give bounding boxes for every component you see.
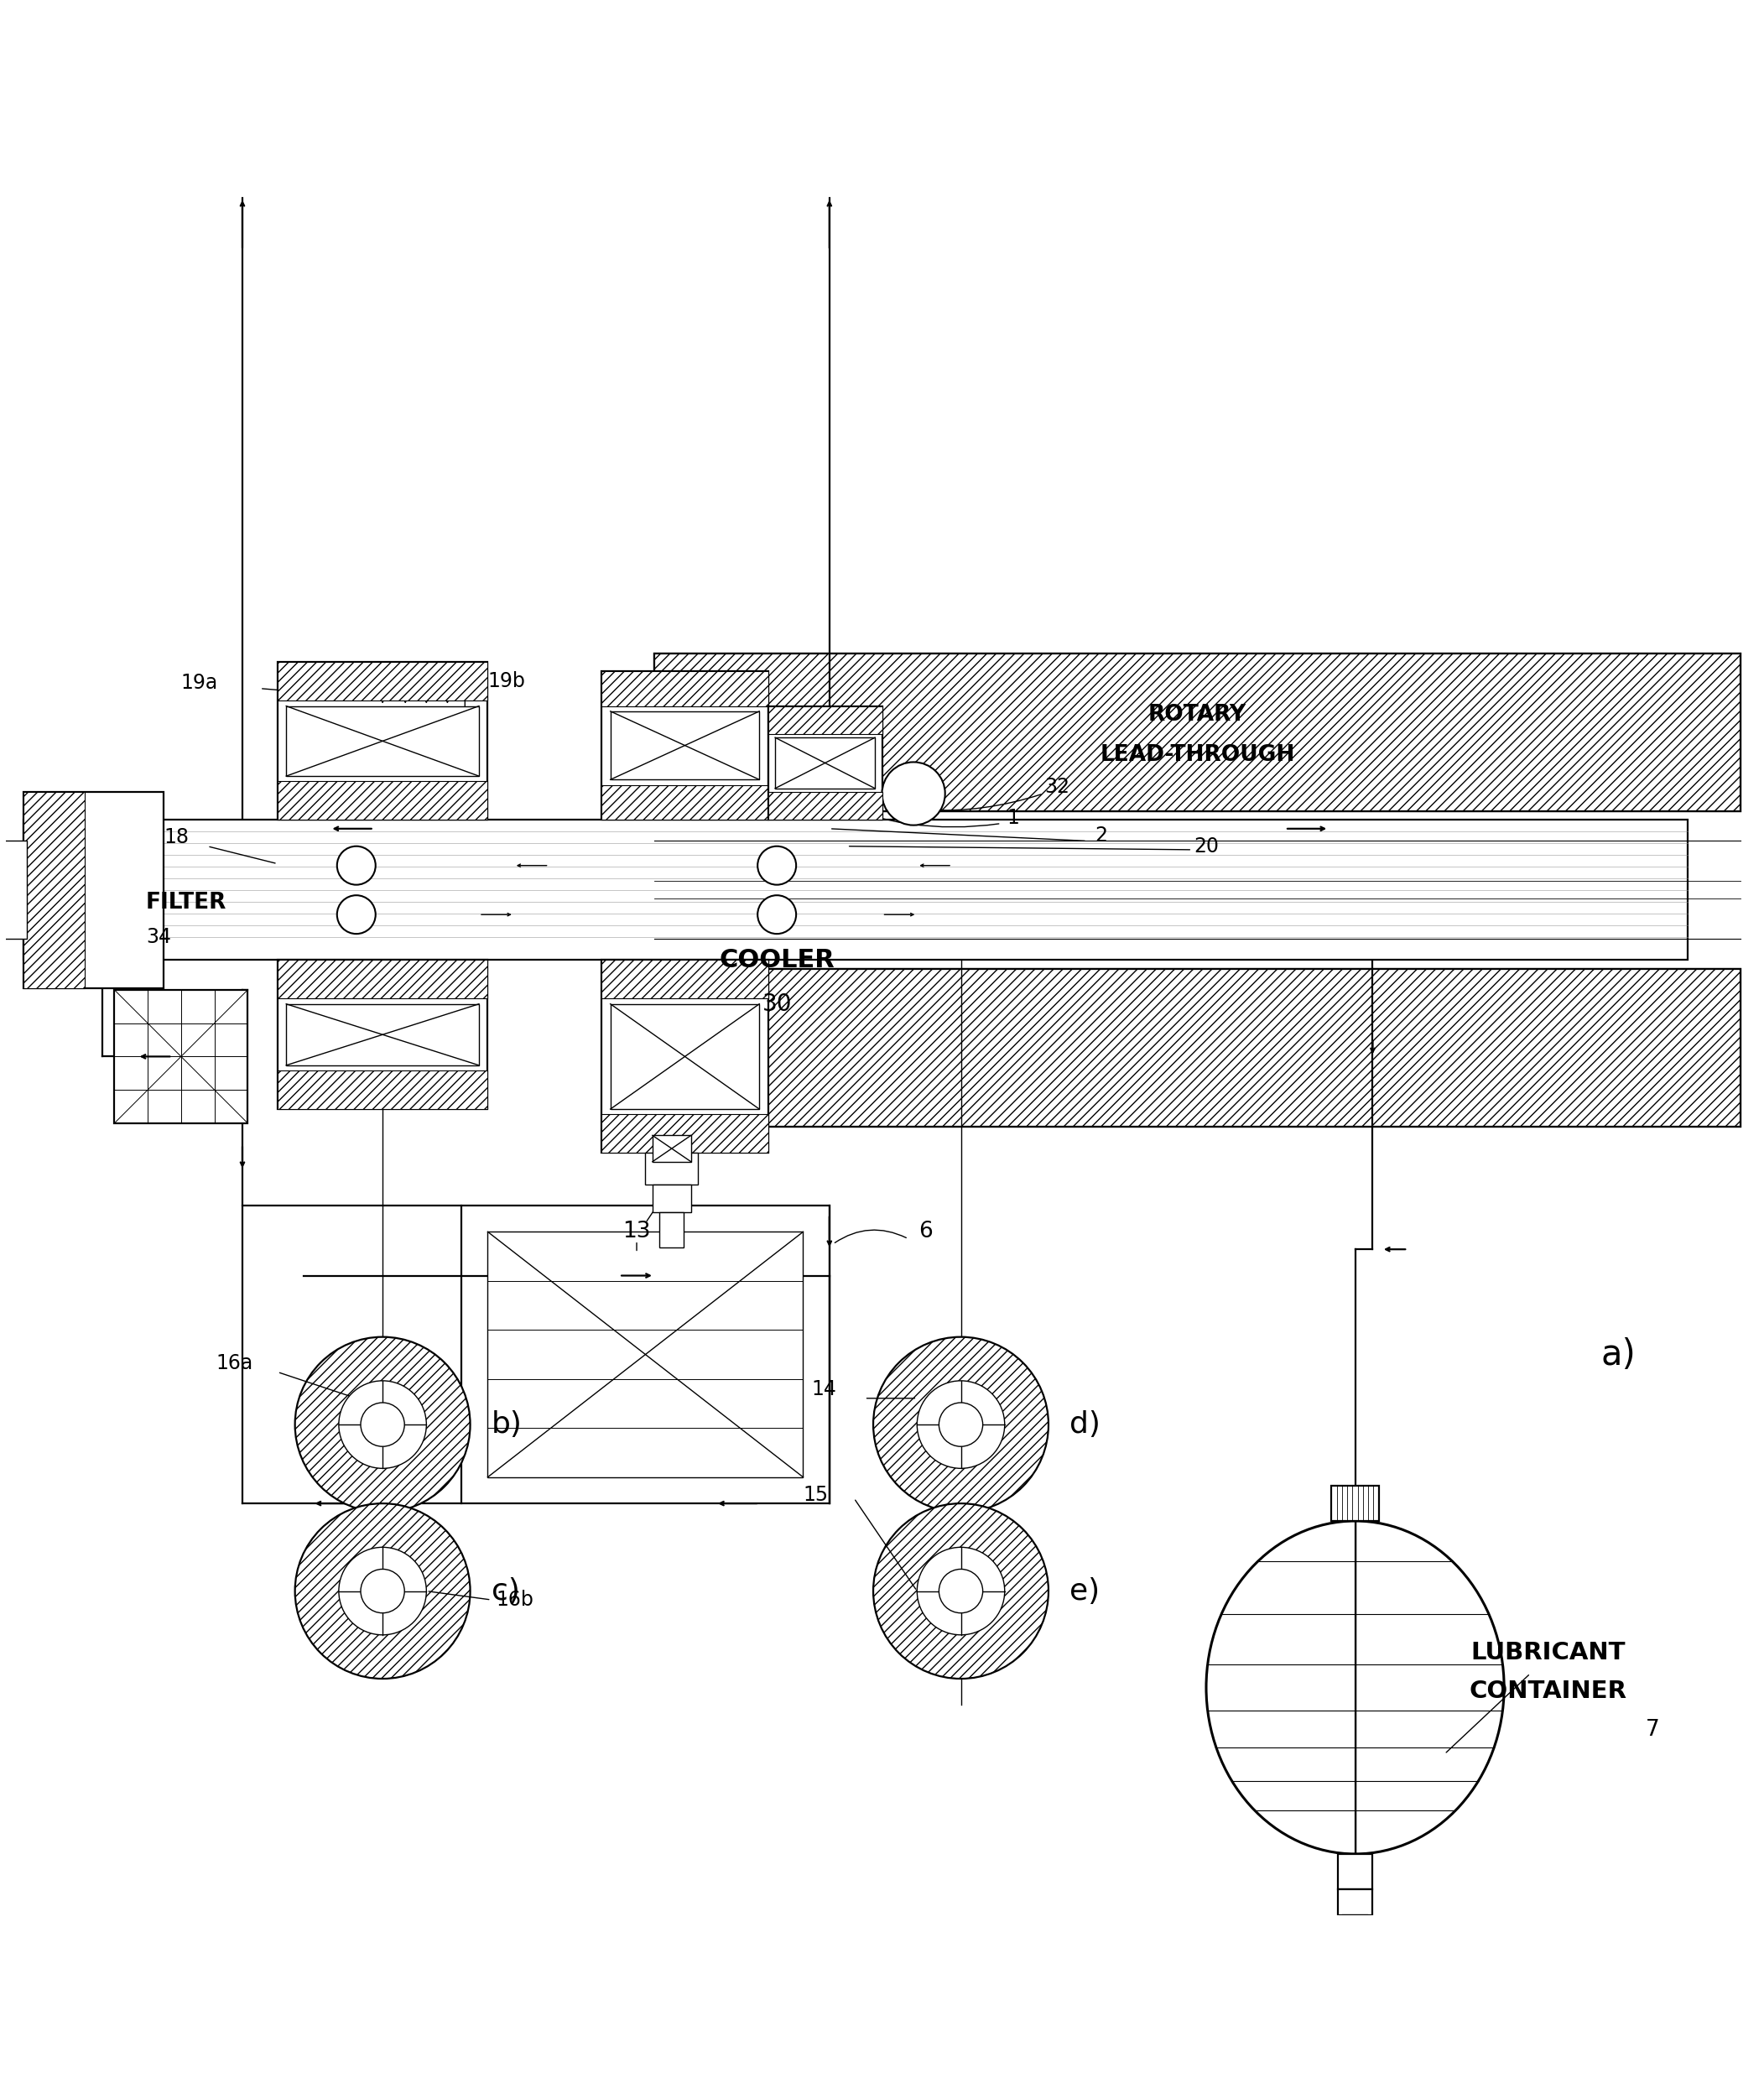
Bar	[654, 968, 1741, 1126]
Text: c): c)	[490, 1577, 520, 1606]
Circle shape	[337, 846, 376, 885]
Circle shape	[757, 896, 796, 933]
Circle shape	[339, 1380, 427, 1469]
Text: 2: 2	[1095, 825, 1108, 846]
Bar	[767, 792, 882, 821]
Bar	[277, 781, 487, 821]
Circle shape	[360, 1569, 404, 1613]
Bar	[653, 1184, 691, 1211]
Bar	[277, 663, 487, 821]
Bar	[610, 711, 759, 779]
Bar	[602, 960, 767, 1153]
Bar	[646, 1153, 699, 1184]
Circle shape	[938, 1403, 983, 1446]
Bar	[0, 842, 26, 939]
Circle shape	[938, 1569, 983, 1613]
Circle shape	[295, 1336, 471, 1513]
Bar	[23, 792, 85, 989]
Text: 13: 13	[623, 1222, 651, 1243]
Text: 1: 1	[1007, 808, 1020, 829]
Bar	[774, 738, 875, 788]
Bar	[1337, 1889, 1372, 1916]
Text: a): a)	[1600, 1336, 1635, 1371]
Bar	[654, 652, 1741, 810]
Circle shape	[337, 896, 376, 933]
Circle shape	[339, 1548, 427, 1635]
Bar	[462, 1205, 829, 1504]
Bar	[23, 792, 164, 989]
Bar	[487, 1232, 803, 1477]
Bar	[286, 1004, 480, 1066]
Circle shape	[873, 1336, 1048, 1513]
Text: e): e)	[1069, 1577, 1099, 1606]
Text: 30: 30	[762, 991, 792, 1016]
Text: 18: 18	[164, 827, 189, 848]
Bar	[115, 989, 247, 1122]
Circle shape	[757, 846, 796, 885]
Bar	[277, 960, 487, 1110]
Bar	[610, 1004, 759, 1110]
Text: 20: 20	[1194, 835, 1219, 856]
Bar	[654, 652, 1741, 810]
Bar	[767, 707, 882, 734]
Bar	[277, 960, 487, 1000]
Text: 19b: 19b	[487, 671, 526, 692]
Bar	[653, 1135, 691, 1162]
Text: b): b)	[490, 1411, 522, 1438]
Text: COOLER: COOLER	[720, 948, 834, 973]
Circle shape	[873, 1504, 1048, 1679]
Bar	[286, 707, 480, 775]
Bar	[1332, 1486, 1379, 1521]
Text: 16a: 16a	[217, 1353, 254, 1374]
Text: 34: 34	[146, 927, 171, 948]
Bar	[602, 671, 767, 821]
Bar	[1337, 1854, 1372, 1889]
Circle shape	[295, 1504, 471, 1679]
Text: CONTAINER: CONTAINER	[1469, 1679, 1626, 1702]
Text: FILTER: FILTER	[146, 891, 228, 912]
Text: 14: 14	[811, 1380, 836, 1401]
Text: ROTARY: ROTARY	[1148, 704, 1247, 725]
Circle shape	[882, 763, 946, 825]
Circle shape	[360, 1403, 404, 1446]
Text: 19a: 19a	[182, 673, 219, 694]
Ellipse shape	[1207, 1521, 1505, 1854]
Text: 32: 32	[1044, 777, 1069, 796]
Bar	[660, 1211, 684, 1247]
Text: 7: 7	[1646, 1719, 1660, 1741]
Text: 16b: 16b	[496, 1590, 534, 1610]
Bar	[602, 671, 767, 707]
Circle shape	[917, 1548, 1005, 1635]
Bar	[277, 1070, 487, 1110]
Text: d): d)	[1069, 1411, 1101, 1438]
Bar	[1342, 1916, 1367, 1947]
Bar	[602, 1114, 767, 1153]
Bar	[654, 968, 1741, 1126]
Text: 15: 15	[803, 1484, 829, 1504]
Circle shape	[917, 1380, 1005, 1469]
Text: LUBRICANT: LUBRICANT	[1471, 1642, 1625, 1664]
Bar	[23, 821, 1688, 960]
Bar	[602, 960, 767, 1000]
Bar	[602, 785, 767, 821]
Text: LEAD-THROUGH: LEAD-THROUGH	[1101, 744, 1295, 767]
Text: 6: 6	[919, 1222, 933, 1243]
Bar	[277, 663, 487, 700]
Bar	[767, 707, 882, 821]
